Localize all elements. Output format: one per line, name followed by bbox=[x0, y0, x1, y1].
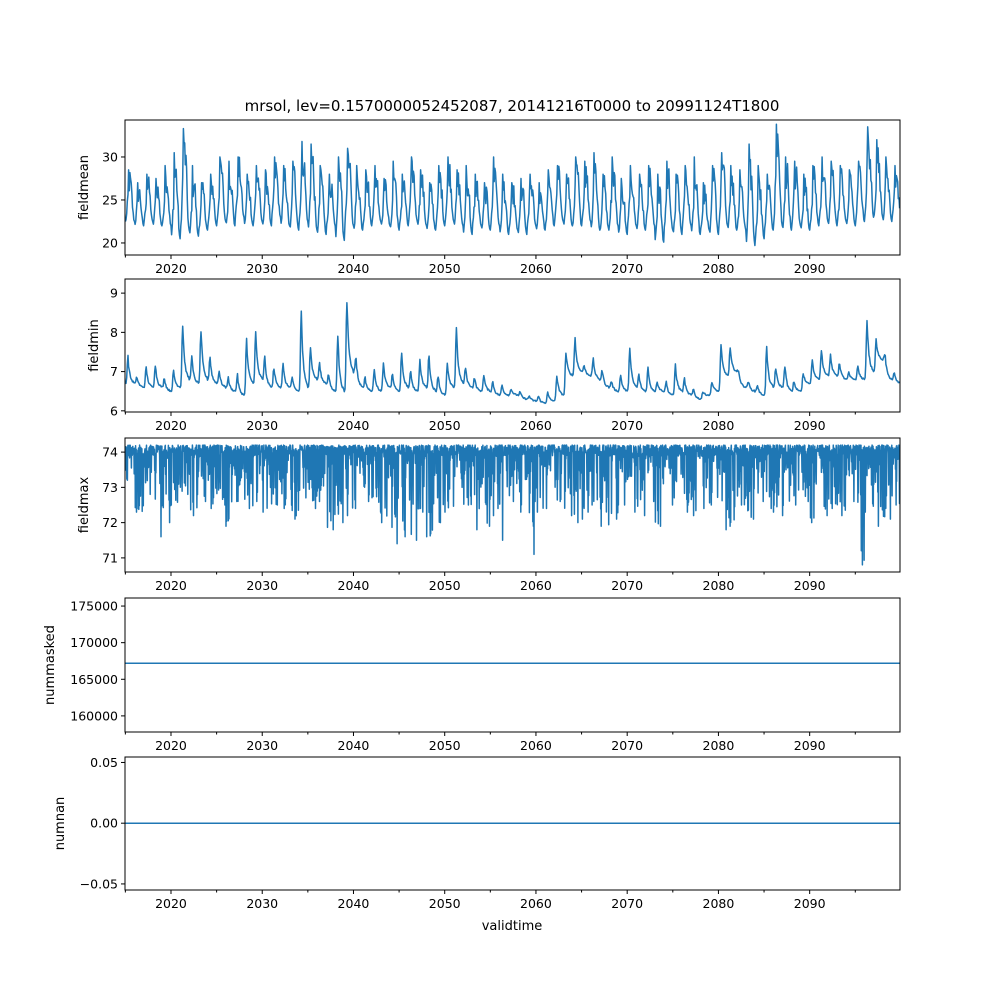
x-tick-label: 2050 bbox=[429, 578, 461, 593]
y-tick-label: 170000 bbox=[70, 635, 118, 650]
x-tick-label: 2030 bbox=[246, 418, 278, 433]
x-tick-label: 2040 bbox=[338, 738, 370, 753]
y-tick-label: 8 bbox=[110, 325, 118, 340]
x-tick-label: 2070 bbox=[611, 738, 643, 753]
x-tick-label: 2060 bbox=[520, 578, 552, 593]
x-tick-label: 2070 bbox=[611, 896, 643, 911]
panel-numnan: 2020 2030 2040 2050 2060 2070 2080 2090 −0.05 0.0… bbox=[53, 755, 901, 911]
chart-title: mrsol, lev=0.1570000052452087, 20141216T… bbox=[245, 97, 780, 115]
y-axis-label: nummasked bbox=[43, 625, 58, 705]
x-tick-label: 2050 bbox=[429, 896, 461, 911]
axes-frame bbox=[124, 437, 901, 573]
x-tick-label: 2030 bbox=[246, 738, 278, 753]
panel-fieldmax: 2020 2030 2040 2050 2060 2070 2080 2090 71 72 73 74… bbox=[77, 437, 901, 593]
y-tick-label: −0.05 bbox=[80, 876, 118, 891]
panel-fieldmean: 2020 2030 2040 2050 2060 2070 2080 2090 20 25 30 fi… bbox=[77, 119, 901, 276]
x-tick-label: 2040 bbox=[338, 261, 370, 276]
axes-frame bbox=[124, 278, 901, 413]
y-tick-label: 25 bbox=[102, 192, 118, 207]
x-tick-label: 2040 bbox=[338, 896, 370, 911]
y-tick-label: 7 bbox=[110, 364, 118, 379]
panel-fieldmin: 2020 2030 2040 2050 2060 2070 2080 2090 6 7 8 9 fiel… bbox=[87, 278, 901, 433]
x-tick-label: 2050 bbox=[429, 418, 461, 433]
x-tick-label: 2020 bbox=[155, 578, 187, 593]
series-line-fieldmean bbox=[125, 123, 900, 247]
y-tick-label: 20 bbox=[102, 235, 118, 250]
x-tick-label: 2070 bbox=[611, 418, 643, 433]
series-line-fieldmin bbox=[125, 302, 900, 405]
x-tick-label: 2070 bbox=[611, 261, 643, 276]
x-tick-label: 2070 bbox=[611, 578, 643, 593]
x-tick-label: 2060 bbox=[520, 896, 552, 911]
x-tick-label: 2080 bbox=[703, 896, 735, 911]
axes-frame bbox=[124, 119, 901, 256]
x-tick-label: 2030 bbox=[246, 896, 278, 911]
x-tick-label: 2050 bbox=[429, 738, 461, 753]
series-line-fieldmax bbox=[125, 444, 900, 566]
x-tick-label: 2080 bbox=[703, 738, 735, 753]
y-axis-label: fieldmax bbox=[77, 477, 92, 534]
y-tick-label: 71 bbox=[102, 550, 118, 565]
x-tick-label: 2090 bbox=[794, 738, 826, 753]
x-tick-label: 2080 bbox=[703, 418, 735, 433]
y-tick-label: 175000 bbox=[70, 599, 118, 614]
y-tick-label: 74 bbox=[102, 445, 118, 460]
x-axis-label: validtime bbox=[482, 919, 543, 934]
x-tick-label: 2040 bbox=[338, 578, 370, 593]
x-tick-label: 2050 bbox=[429, 261, 461, 276]
y-tick-label: 9 bbox=[110, 286, 118, 301]
x-tick-label: 2090 bbox=[794, 418, 826, 433]
x-tick-label: 2080 bbox=[703, 261, 735, 276]
y-tick-label: 72 bbox=[102, 515, 118, 530]
y-tick-label: 73 bbox=[102, 480, 118, 495]
y-axis-label: fieldmin bbox=[87, 319, 102, 372]
x-tick-label: 2020 bbox=[155, 418, 187, 433]
x-tick-label: 2090 bbox=[794, 261, 826, 276]
x-tick-label: 2020 bbox=[155, 738, 187, 753]
x-tick-label: 2030 bbox=[246, 261, 278, 276]
y-tick-label: 30 bbox=[102, 149, 118, 164]
x-tick-label: 2090 bbox=[794, 578, 826, 593]
y-tick-label: 165000 bbox=[70, 672, 118, 687]
panel-nummasked: 2020 2030 2040 2050 2060 2070 2080 2090 160000 16… bbox=[43, 597, 901, 753]
y-tick-label: 0.05 bbox=[90, 755, 118, 770]
axes-frame bbox=[124, 597, 901, 733]
x-tick-label: 2040 bbox=[338, 418, 370, 433]
x-tick-label: 2060 bbox=[520, 261, 552, 276]
x-tick-label: 2030 bbox=[246, 578, 278, 593]
x-tick-label: 2020 bbox=[155, 896, 187, 911]
x-tick-label: 2020 bbox=[155, 261, 187, 276]
y-axis-label: numnan bbox=[53, 797, 68, 851]
y-tick-label: 0.00 bbox=[90, 816, 118, 831]
x-tick-label: 2080 bbox=[703, 578, 735, 593]
x-tick-label: 2060 bbox=[520, 738, 552, 753]
y-tick-label: 160000 bbox=[70, 708, 118, 723]
y-tick-label: 6 bbox=[110, 403, 118, 418]
x-tick-label: 2060 bbox=[520, 418, 552, 433]
y-axis-label: fieldmean bbox=[77, 155, 92, 220]
x-tick-label: 2090 bbox=[794, 896, 826, 911]
